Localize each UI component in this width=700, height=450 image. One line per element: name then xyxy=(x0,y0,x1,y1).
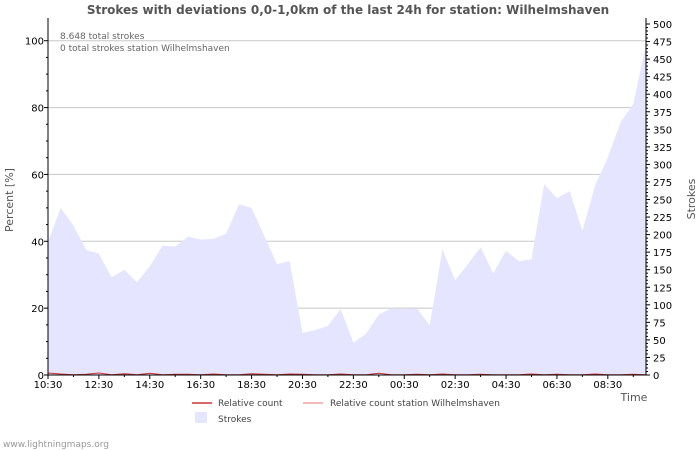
x-tick-label: 18:30 xyxy=(237,380,266,391)
right-tick-label: 275 xyxy=(653,178,672,189)
right-tick-label: 150 xyxy=(653,266,672,277)
x-axis-label: Time xyxy=(620,391,648,404)
x-tick-label: 08:30 xyxy=(593,380,622,391)
total-strokes-annotation: 8.648 total strokes xyxy=(60,32,145,42)
x-tick-label: 06:30 xyxy=(543,380,572,391)
x-tick-label: 14:30 xyxy=(135,380,164,391)
strokes-area xyxy=(48,45,646,375)
legend-relative-count-label: Relative count xyxy=(218,399,283,409)
right-tick-label: 450 xyxy=(653,55,672,66)
right-tick-label: 50 xyxy=(653,336,666,347)
x-tick-label: 12:30 xyxy=(84,380,113,391)
left-tick-label: 80 xyxy=(31,104,44,115)
station-strokes-annotation: 0 total strokes station Wilhelmshaven xyxy=(60,44,230,54)
left-tick-label: 0 xyxy=(38,371,44,382)
left-tick-label: 60 xyxy=(31,170,44,181)
right-tick-label: 300 xyxy=(653,160,672,171)
y-axis-right-label: Strokes xyxy=(685,178,698,219)
legend-strokes-label: Strokes xyxy=(218,415,252,425)
left-tick-label: 40 xyxy=(31,237,44,248)
chart-title: Strokes with deviations 0,0-1,0km of the… xyxy=(87,3,609,17)
x-tick-label: 02:30 xyxy=(441,380,470,391)
right-tick-label: 425 xyxy=(653,73,672,84)
right-tick-label: 175 xyxy=(653,248,672,259)
x-tick-label: 16:30 xyxy=(186,380,215,391)
right-tick-label: 325 xyxy=(653,143,672,154)
x-tick-label: 20:30 xyxy=(288,380,317,391)
x-tick-label: 22:30 xyxy=(339,380,368,391)
right-tick-label: 475 xyxy=(653,38,672,49)
legend-strokes-swatch xyxy=(195,412,207,423)
right-tick-label: 0 xyxy=(653,371,659,382)
left-tick-label: 20 xyxy=(31,304,44,315)
legend: Relative count Relative count station Wi… xyxy=(192,399,500,425)
right-tick-label: 400 xyxy=(653,90,672,101)
legend-relative-count-station-label: Relative count station Wilhelmshaven xyxy=(330,399,500,409)
right-tick-label: 200 xyxy=(653,231,672,242)
y-axis-left-label: Percent [%] xyxy=(3,168,16,232)
x-tick-label: 10:30 xyxy=(34,380,63,391)
right-tick-label: 500 xyxy=(653,20,672,31)
right-tick-label: 250 xyxy=(653,196,672,207)
x-axis-ticks: 10:30 12:30 14:30 16:30 18:30 20:30 22:30 00:30… xyxy=(34,375,634,391)
footer-credit: www.lightningmaps.org xyxy=(3,440,109,450)
right-tick-label: 75 xyxy=(653,318,666,329)
right-tick-label: 25 xyxy=(653,353,666,364)
right-tick-label: 350 xyxy=(653,125,672,136)
x-tick-label: 04:30 xyxy=(492,380,521,391)
right-axis-ticks: 0 25 50 75 100 125 150 175 200 225 250 275 300 325 350… xyxy=(646,20,672,382)
left-axis-ticks: 0 20 40 60 80 100 xyxy=(25,37,48,382)
x-tick-label: 00:30 xyxy=(390,380,419,391)
right-tick-label: 375 xyxy=(653,108,672,119)
right-tick-label: 100 xyxy=(653,301,672,312)
left-tick-label: 100 xyxy=(25,37,44,48)
right-tick-label: 125 xyxy=(653,283,672,294)
right-tick-label: 225 xyxy=(653,213,672,224)
